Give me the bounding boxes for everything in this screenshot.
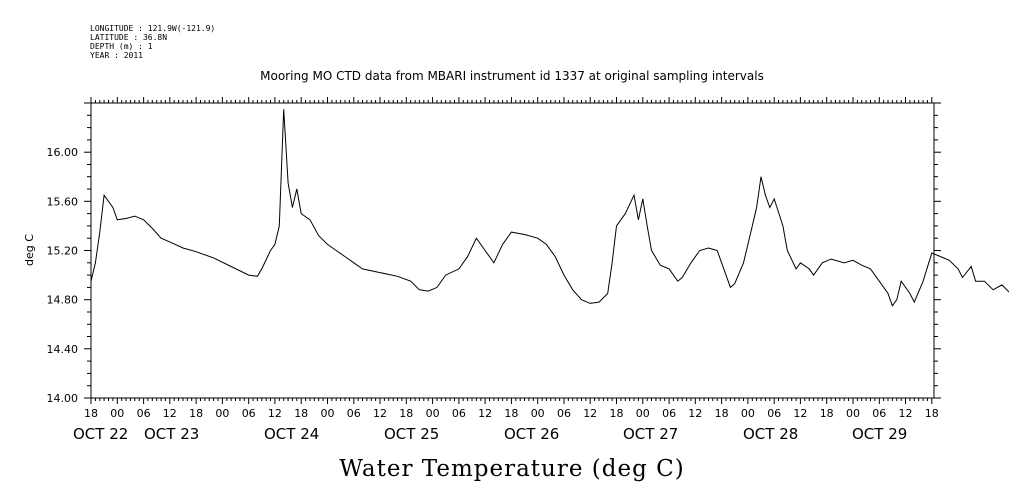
y-tick-labels: 14.00 14.40 14.80 15.20 15.60 16.00 bbox=[47, 146, 79, 405]
x-hour-label: 00 bbox=[110, 407, 124, 420]
x-hour-label: 00 bbox=[426, 407, 440, 420]
x-hour-label: 06 bbox=[242, 407, 256, 420]
x-hour-label: 12 bbox=[373, 407, 387, 420]
temperature-series-line bbox=[90, 109, 1009, 307]
x-hour-label: 00 bbox=[321, 407, 335, 420]
y-tick-label: 14.00 bbox=[47, 392, 79, 405]
x-tick-labels: 18 00 06 12 18 00 06 12 18 00 06 12 18 00 06 12 18 00 06 12… bbox=[84, 407, 939, 420]
x-hour-label: 06 bbox=[557, 407, 571, 420]
x-day-label: OCT 25 bbox=[384, 425, 439, 443]
y-tick-label: 15.20 bbox=[47, 245, 79, 258]
plot-frame bbox=[90, 102, 935, 399]
x-hour-label: 12 bbox=[688, 407, 702, 420]
x-hour-label: 06 bbox=[347, 407, 361, 420]
y-tick-label: 16.00 bbox=[47, 146, 79, 159]
x-hour-label: 18 bbox=[715, 407, 729, 420]
y-tick-label: 15.60 bbox=[47, 195, 79, 208]
x-axis-title: Water Temperature (deg C) bbox=[339, 456, 684, 482]
x-hour-label: 06 bbox=[452, 407, 466, 420]
x-hour-label: 12 bbox=[583, 407, 597, 420]
y-axis-label: deg C bbox=[23, 234, 36, 266]
x-day-label: OCT 27 bbox=[623, 425, 678, 443]
x-hour-label: 18 bbox=[84, 407, 98, 420]
x-hour-label: 18 bbox=[925, 407, 939, 420]
x-hour-label: 00 bbox=[846, 407, 860, 420]
x-hour-label: 12 bbox=[899, 407, 913, 420]
x-hour-label: 00 bbox=[741, 407, 755, 420]
x-hour-label: 18 bbox=[399, 407, 413, 420]
x-hour-label: 00 bbox=[531, 407, 545, 420]
x-hour-label: 18 bbox=[189, 407, 203, 420]
latitude-label: LATITUDE : 36.8N bbox=[90, 33, 167, 42]
x-day-label: OCT 23 bbox=[144, 425, 199, 443]
longitude-label: LONGITUDE : 121.9W(-121.9) bbox=[90, 24, 215, 33]
x-hour-label: 18 bbox=[294, 407, 308, 420]
x-hour-label: 00 bbox=[636, 407, 650, 420]
x-hour-label: 06 bbox=[872, 407, 886, 420]
x-day-label: OCT 29 bbox=[852, 425, 907, 443]
y-tick-label: 14.80 bbox=[47, 294, 79, 307]
year-label: YEAR : 2011 bbox=[90, 51, 143, 60]
x-hour-label: 18 bbox=[610, 407, 624, 420]
x-hour-label: 18 bbox=[820, 407, 834, 420]
x-hour-label: 06 bbox=[767, 407, 781, 420]
x-hour-label: 12 bbox=[268, 407, 282, 420]
y-tick-label: 14.40 bbox=[47, 343, 79, 356]
x-day-label: OCT 24 bbox=[264, 425, 319, 443]
x-hour-label: 12 bbox=[478, 407, 492, 420]
x-day-label: OCT 28 bbox=[743, 425, 798, 443]
x-day-label: OCT 26 bbox=[504, 425, 559, 443]
x-hour-label: 06 bbox=[662, 407, 676, 420]
x-hour-label: 00 bbox=[215, 407, 229, 420]
depth-label: DEPTH (m) : 1 bbox=[90, 42, 153, 51]
axis-ticks bbox=[84, 97, 941, 404]
x-hour-label: 12 bbox=[793, 407, 807, 420]
chart-title: Mooring MO CTD data from MBARI instrumen… bbox=[260, 69, 764, 83]
x-hour-label: 18 bbox=[504, 407, 518, 420]
x-hour-label: 06 bbox=[137, 407, 151, 420]
day-labels: OCT 22 OCT 23 OCT 24 OCT 25 OCT 26 OCT 27 OCT … bbox=[73, 425, 907, 443]
x-day-label: OCT 22 bbox=[73, 425, 128, 443]
x-hour-label: 12 bbox=[163, 407, 177, 420]
